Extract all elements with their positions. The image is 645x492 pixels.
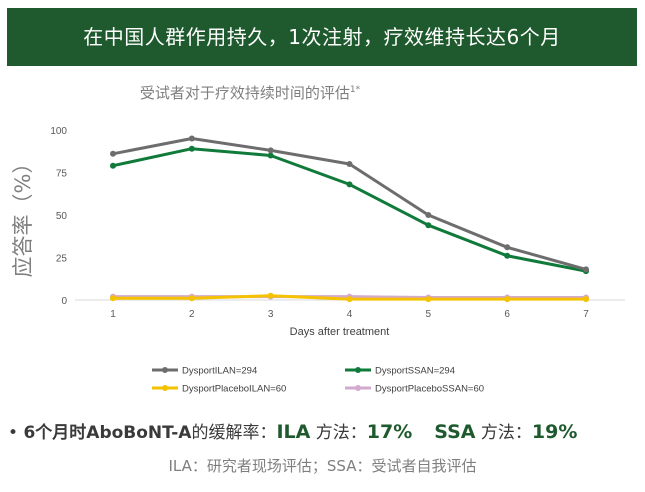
y-tick-label: 25 — [56, 254, 68, 265]
data-point-0-4 — [425, 212, 432, 218]
title-banner: 在中国人群作用持久，1次注射，疗效维持长达6个月 — [7, 8, 637, 66]
bullet-summary: • 6个月时AboBoNT-A的缓解率：ILA 方法：17% SSA 方法：19% — [8, 418, 642, 443]
x-tick-label: 3 — [268, 309, 274, 320]
legend-swatch-marker-1 — [355, 367, 361, 373]
data-point-0-2 — [267, 147, 274, 154]
x-tick-label: 1 — [110, 309, 116, 320]
data-point-0-5 — [504, 244, 511, 251]
ila-label: ILA — [276, 421, 311, 443]
bullet-prefix: 6个月时 — [23, 423, 87, 443]
legend-label-3: DysportPlaceboSSAN=60 — [375, 384, 484, 395]
x-tick-label: 4 — [347, 309, 353, 320]
bullet-dot: • — [8, 423, 24, 443]
data-point-1-2 — [267, 152, 274, 159]
data-point-1-0 — [110, 162, 116, 169]
series-line-1 — [112, 147, 587, 273]
data-point-0-1 — [188, 135, 195, 142]
legend-label-0: DysportILAN=294 — [182, 366, 257, 377]
data-point-2-4 — [425, 296, 432, 303]
ssa-value: 19% — [531, 421, 578, 443]
legend-swatch-marker-0 — [162, 367, 168, 373]
y-tick-label: 50 — [56, 211, 68, 222]
ssa-label: SSA — [434, 421, 476, 443]
data-point-0-6 — [583, 266, 589, 273]
ila-method: 方法： — [310, 423, 367, 443]
bullet-middle: 的缓解率： — [191, 423, 277, 443]
footnote: ILA：研究者现场评估；SSA：受试者自我评估 — [168, 457, 477, 475]
data-point-0-3 — [346, 161, 353, 167]
x-tick-label: 7 — [583, 309, 589, 320]
x-tick-label: 5 — [426, 309, 432, 320]
y-axis-label: 应答率（%） — [11, 153, 35, 278]
data-point-2-2 — [267, 292, 274, 299]
legend-label-2: DysportPlaceboILAN=60 — [182, 384, 286, 395]
ssa-method: 方法： — [475, 423, 532, 443]
line-chart: 0 25 50 75 100 1 2 3 4 5 6 7 Days after treatment 应答率… — [11, 126, 625, 395]
data-point-2-5 — [504, 296, 511, 303]
data-point-1-5 — [504, 252, 511, 259]
y-tick-label: 100 — [50, 126, 67, 137]
chart-title-sup: 1* — [349, 85, 361, 95]
chart-title: 受试者对于疗效持续时间的评估1* — [0, 82, 500, 103]
data-point-0-0 — [110, 150, 116, 157]
data-point-1-4 — [425, 222, 432, 229]
y-tick-label: 0 — [61, 296, 67, 307]
legend-swatch-marker-2 — [162, 385, 168, 391]
data-point-2-6 — [583, 296, 589, 303]
data-point-2-0 — [110, 295, 116, 302]
x-axis-label: Days after treatment — [290, 326, 390, 338]
y-tick-label: 75 — [56, 169, 68, 180]
chart-title-text: 受试者对于疗效持续时间的评估 — [139, 84, 350, 102]
data-point-2-3 — [346, 296, 353, 303]
data-point-1-1 — [188, 145, 195, 152]
data-point-2-1 — [188, 295, 195, 302]
legend-label-1: DysportSSAN=294 — [375, 366, 455, 377]
data-point-1-3 — [346, 181, 353, 188]
x-tick-label: 6 — [504, 309, 510, 320]
legend-swatch-marker-3 — [355, 385, 361, 391]
series-line-0 — [112, 137, 587, 271]
x-tick-label: 2 — [189, 309, 195, 320]
ila-value: 17% — [366, 421, 413, 443]
bullet-drug: AboBoNT-A — [86, 423, 192, 443]
